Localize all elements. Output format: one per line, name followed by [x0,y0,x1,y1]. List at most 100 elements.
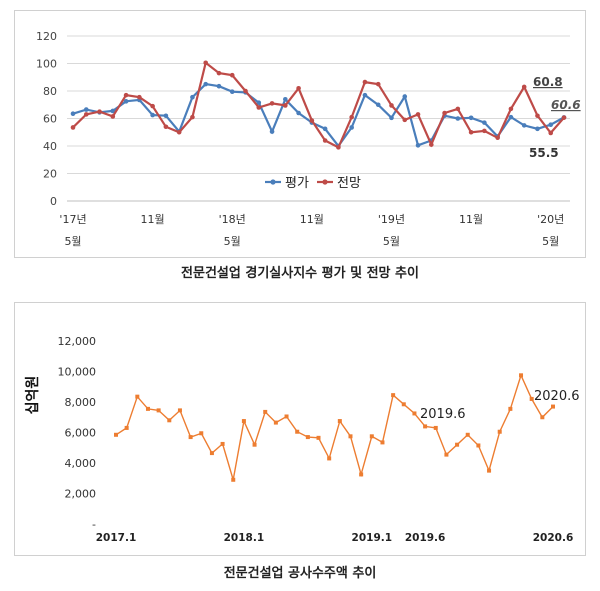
y-tick-label: 60 [43,113,57,126]
series-line-0 [72,82,565,148]
data-point [369,434,374,439]
data-point [216,83,222,89]
data-point [529,396,534,401]
data-point [229,89,235,94]
data-point [256,100,262,105]
data-point [476,443,481,448]
y-tick-label: 10,000 [58,366,97,379]
data-point [375,81,381,87]
data-point [70,125,76,130]
data-point [535,113,540,119]
data-point [535,126,540,132]
data-point [362,92,368,98]
data-point [442,110,447,116]
x-tick-label: 2020.6 [533,532,574,544]
data-label: 60.8 [533,75,563,89]
data-point [309,118,315,123]
data-point [188,435,193,440]
data-point [389,103,394,108]
y-tick-label: 20 [43,168,57,181]
data-point [521,84,527,90]
data-point [508,406,513,411]
x-tick-label: '19년 [378,213,405,226]
x-tick-label: 5월 [542,235,559,248]
x-tick-label: 11월 [141,213,165,226]
data-point [241,419,246,424]
data-point [401,402,406,407]
data-point [283,103,288,108]
data-point [465,432,470,437]
data-point [243,88,248,94]
data-point [110,114,116,119]
x-tick-label: '18년 [219,213,246,226]
data-point [203,60,209,66]
legend-marker [270,179,276,185]
data-point [433,425,438,430]
data-point [455,442,460,447]
data-point [123,92,129,98]
data-point [508,106,514,112]
y-tick-label: 40 [43,140,57,153]
y-tick-label: 8,000 [65,396,97,409]
data-point [296,85,301,91]
x-tick-label: '17년 [59,213,86,226]
data-point [349,114,354,120]
data-point [375,102,381,108]
data-point [337,419,342,424]
data-label: 2019.6 [420,407,466,422]
y-tick-label: - [92,518,96,531]
data-point [415,112,421,117]
data-point [402,117,408,123]
data-point [497,429,502,434]
data-point [540,415,545,420]
data-point [349,125,354,130]
data-point [561,115,567,120]
legend-label: 평가 [285,176,309,191]
bsi-chart-title: 전문건설업 경기실사지수 평가 및 전망 추이 [181,266,419,281]
y-tick-label: 0 [50,195,57,208]
x-tick-label: 5월 [383,235,400,248]
data-point [284,414,289,419]
data-point [163,113,169,119]
series-line-1 [72,60,565,149]
data-point [283,96,288,102]
data-point [389,115,394,121]
y-tick-label: 2,000 [65,488,97,501]
data-point [423,424,428,429]
x-tick-label: '20년 [537,213,564,226]
y-tick-label: 100 [36,58,57,71]
legend-label: 전망 [337,176,361,191]
x-tick-label: 2018.1 [224,532,265,544]
data-point [508,114,514,120]
data-point [487,468,492,473]
x-tick-label: 11월 [300,213,324,226]
data-point [548,130,554,136]
data-point [137,94,142,100]
data-point [177,408,182,413]
data-point [176,129,182,135]
y-tick-label: 80 [43,85,57,98]
data-point [145,406,150,411]
data-point [380,440,385,445]
data-point [295,429,300,434]
y-tick-label: 120 [36,30,57,43]
data-point [229,72,235,78]
data-label: 60.6 [551,98,581,112]
data-point [359,472,364,477]
data-point [455,116,461,121]
data-point [156,408,161,413]
data-point [322,126,328,132]
data-point [263,409,268,414]
data-point [305,435,310,440]
data-point [83,107,89,112]
data-point [402,94,408,99]
data-point [336,145,341,150]
data-point [444,452,449,457]
data-point [296,110,301,116]
data-point [150,103,155,109]
data-point [482,128,487,134]
x-tick-label: 11월 [459,213,483,226]
data-point [468,115,474,121]
data-point [362,79,368,85]
data-point [190,94,195,100]
